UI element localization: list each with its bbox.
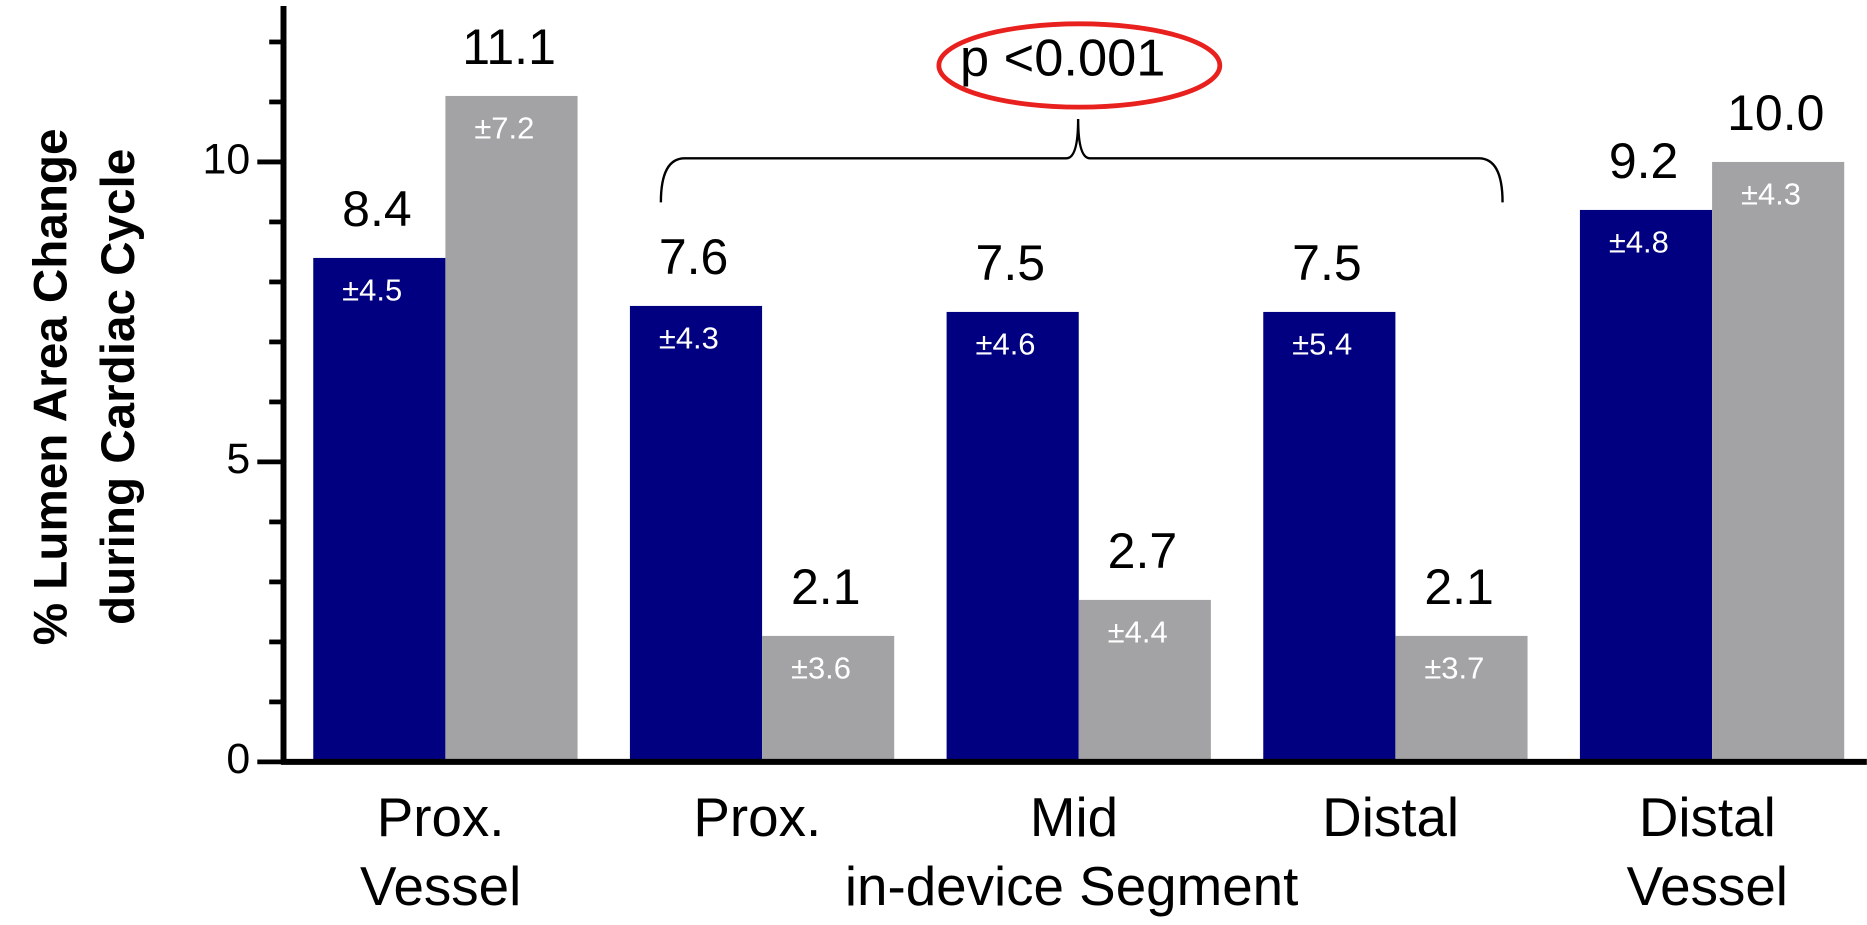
value-label: 7.6 bbox=[659, 229, 729, 285]
value-label: 10.0 bbox=[1727, 85, 1824, 141]
y-tick-label: 5 bbox=[226, 435, 250, 483]
value-label: 7.5 bbox=[1292, 235, 1362, 291]
value-label: 2.1 bbox=[791, 559, 861, 615]
value-label: 2.1 bbox=[1424, 559, 1494, 615]
value-label: 2.7 bbox=[1108, 523, 1178, 579]
x-tick-label: Prox. bbox=[693, 786, 821, 848]
error-label: ±4.3 bbox=[659, 321, 719, 356]
error-label: ±4.6 bbox=[976, 327, 1036, 362]
value-label: 11.1 bbox=[462, 19, 556, 75]
y-axis-label: during Cardiac Cycle bbox=[92, 149, 145, 625]
bar bbox=[445, 95, 578, 762]
x-tick-label: Distal bbox=[1639, 786, 1776, 848]
value-label: 8.4 bbox=[342, 181, 412, 237]
bar bbox=[1078, 599, 1211, 762]
bar bbox=[762, 635, 895, 762]
bar bbox=[1395, 635, 1528, 762]
value-label: 9.2 bbox=[1609, 133, 1679, 189]
bar bbox=[1263, 311, 1396, 762]
y-axis-label: % Lumen Area Change bbox=[24, 129, 77, 646]
bar bbox=[1579, 209, 1713, 762]
error-label: ±4.4 bbox=[1108, 615, 1168, 650]
bar bbox=[629, 305, 763, 762]
y-tick-label: 0 bbox=[226, 735, 250, 783]
group-label: in-device Segment bbox=[845, 855, 1298, 917]
x-tick-label: Prox. bbox=[377, 786, 505, 848]
y-tick-label: 10 bbox=[203, 135, 251, 183]
bar bbox=[313, 257, 446, 762]
value-label: 7.5 bbox=[976, 235, 1046, 291]
bar bbox=[946, 311, 1079, 762]
error-label: ±3.7 bbox=[1424, 651, 1484, 686]
error-label: ±7.2 bbox=[474, 111, 534, 146]
error-label: ±5.4 bbox=[1292, 327, 1352, 362]
brace bbox=[659, 119, 1504, 203]
error-label: ±4.3 bbox=[1741, 177, 1801, 212]
error-label: ±3.6 bbox=[791, 651, 851, 686]
x-tick-label: Vessel bbox=[360, 855, 521, 917]
x-tick-label: Mid bbox=[1030, 786, 1118, 848]
bar bbox=[1712, 161, 1845, 762]
error-label: ±4.8 bbox=[1609, 225, 1669, 260]
error-label: ±4.5 bbox=[342, 273, 402, 308]
x-tick-label: Vessel bbox=[1627, 855, 1788, 917]
x-tick-label: Distal bbox=[1322, 786, 1459, 848]
annotation: p <0.001 bbox=[960, 30, 1165, 88]
annotation-ring bbox=[936, 21, 1223, 110]
